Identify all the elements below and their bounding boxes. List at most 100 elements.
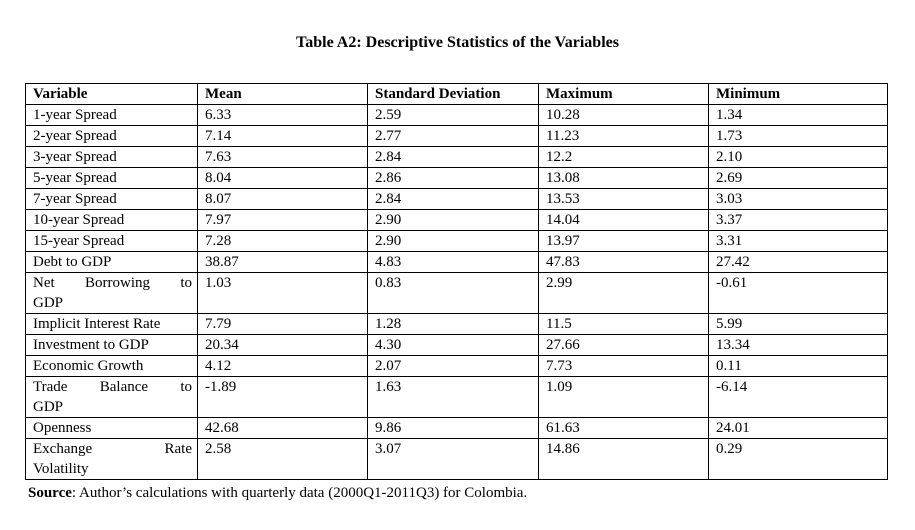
variable-cell: 5-year Spread [25,167,198,189]
variable-cell: 7-year Spread [25,188,198,210]
std-deviation-cell: 3.07 [367,438,539,480]
std-deviation-cell: 2.07 [367,355,539,377]
variable-cell: 15-year Spread [25,230,198,252]
minimum-cell: 3.37 [708,209,888,231]
maximum-cell: 61.63 [538,417,709,439]
maximum-cell: 10.28 [538,104,709,126]
minimum-cell: 27.42 [708,251,888,273]
table-row: Economic Growth 4.12 2.07 7.73 0.11 [25,355,888,377]
std-deviation-cell: 4.30 [367,334,539,356]
maximum-cell: 12.2 [538,146,709,168]
table-row: 7-year Spread 8.07 2.84 13.53 3.03 [25,188,888,210]
minimum-cell: 1.73 [708,125,888,147]
maximum-cell: 14.04 [538,209,709,231]
mean-cell: 7.97 [197,209,368,231]
variable-cell: Debt to GDP [25,251,198,273]
mean-cell: -1.89 [197,376,368,418]
maximum-cell: 14.86 [538,438,709,480]
minimum-cell: 2.10 [708,146,888,168]
mean-cell: 20.34 [197,334,368,356]
minimum-cell: 13.34 [708,334,888,356]
maximum-cell: 1.09 [538,376,709,418]
std-deviation-cell: 2.84 [367,188,539,210]
std-deviation-cell: 2.84 [367,146,539,168]
variable-cell: 2-year Spread [25,125,198,147]
maximum-cell: 11.23 [538,125,709,147]
table-row: Implicit Interest Rate 7.79 1.28 11.5 5.99 [25,313,888,335]
maximum-cell: 47.83 [538,251,709,273]
table-row: 5-year Spread 8.04 2.86 13.08 2.69 [25,167,888,189]
variable-cell: Economic Growth [25,355,198,377]
std-deviation-cell: 9.86 [367,417,539,439]
column-header: Mean [197,83,368,105]
std-deviation-cell: 1.63 [367,376,539,418]
table-row: 15-year Spread 7.28 2.90 13.97 3.31 [25,230,888,252]
header-row: Variable Mean Standard Deviation Maximum Min… [25,83,888,105]
variable-cell: Investment to GDP [25,334,198,356]
table-row: Openness 42.68 9.86 61.63 24.01 [25,417,888,439]
std-deviation-cell: 2.90 [367,209,539,231]
variable-cell: Exchange Rate Volatility [25,438,198,480]
table-title: Table A2: Descriptive Statistics of the … [296,34,619,51]
std-deviation-cell: 0.83 [367,272,539,314]
maximum-cell: 13.53 [538,188,709,210]
table-row: Investment to GDP 20.34 4.30 27.66 13.34 [25,334,888,356]
minimum-cell: 3.31 [708,230,888,252]
mean-cell: 2.58 [197,438,368,480]
variable-cell: Trade Balance to GDP [25,376,198,418]
maximum-cell: 13.97 [538,230,709,252]
mean-cell: 38.87 [197,251,368,273]
column-header: Minimum [708,83,888,105]
std-deviation-cell: 1.28 [367,313,539,335]
std-deviation-cell: 2.59 [367,104,539,126]
descriptive-statistics-table: Variable Mean Standard Deviation Maximum Min… [25,83,888,480]
page: Table A2: Descriptive Statistics of the … [0,34,915,530]
table-row: Net Borrowing to GDP 1.03 0.83 2.99 -0.61 [25,272,888,314]
table-row: 1-year Spread 6.33 2.59 10.28 1.34 [25,104,888,126]
minimum-cell: 24.01 [708,417,888,439]
source-text: : Author’s calculations with quarterly d… [71,485,528,501]
minimum-cell: -6.14 [708,376,888,418]
minimum-cell: 2.69 [708,167,888,189]
column-header: Variable [25,83,198,105]
mean-cell: 8.04 [197,167,368,189]
table-row: 2-year Spread 7.14 2.77 11.23 1.73 [25,125,888,147]
table-row: 3-year Spread 7.63 2.84 12.2 2.10 [25,146,888,168]
mean-cell: 7.28 [197,230,368,252]
maximum-cell: 13.08 [538,167,709,189]
table-row: Trade Balance to GDP -1.89 1.63 1.09 -6.14 [25,376,888,418]
minimum-cell: 3.03 [708,188,888,210]
mean-cell: 8.07 [197,188,368,210]
mean-cell: 42.68 [197,417,368,439]
std-deviation-cell: 2.77 [367,125,539,147]
minimum-cell: 1.34 [708,104,888,126]
column-header: Standard Deviation [367,83,539,105]
variable-cell: 10-year Spread [25,209,198,231]
table-row: Debt to GDP 38.87 4.83 47.83 27.42 [25,251,888,273]
source-label: Source [28,485,72,501]
minimum-cell: 5.99 [708,313,888,335]
variable-cell: 1-year Spread [25,104,198,126]
mean-cell: 6.33 [197,104,368,126]
table-row: 10-year Spread 7.97 2.90 14.04 3.37 [25,209,888,231]
variable-cell: Net Borrowing to GDP [25,272,198,314]
maximum-cell: 7.73 [538,355,709,377]
variable-cell: Openness [25,417,198,439]
column-header: Maximum [538,83,709,105]
std-deviation-cell: 2.86 [367,167,539,189]
minimum-cell: -0.61 [708,272,888,314]
table-row: Exchange Rate Volatility 2.58 3.07 14.86 0.29 [25,438,888,480]
variable-cell: Implicit Interest Rate [25,313,198,335]
maximum-cell: 27.66 [538,334,709,356]
mean-cell: 1.03 [197,272,368,314]
minimum-cell: 0.29 [708,438,888,480]
std-deviation-cell: 2.90 [367,230,539,252]
minimum-cell: 0.11 [708,355,888,377]
variable-cell: 3-year Spread [25,146,198,168]
mean-cell: 4.12 [197,355,368,377]
mean-cell: 7.63 [197,146,368,168]
source-note: Source: Author’s calculations with quart… [28,484,915,502]
maximum-cell: 2.99 [538,272,709,314]
mean-cell: 7.79 [197,313,368,335]
std-deviation-cell: 4.83 [367,251,539,273]
